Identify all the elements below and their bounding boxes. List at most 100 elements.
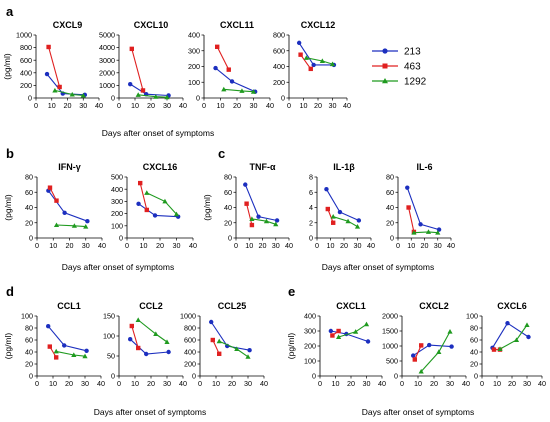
chart-title-tnf: TNF-α <box>249 162 275 172</box>
chart-title-cxcl6: CXCL6 <box>497 301 527 311</box>
data-point-cxcl1-213 <box>328 328 334 334</box>
x-tick-label-ifn: 30 <box>82 241 90 250</box>
x-tick-label-tnf: 10 <box>245 241 253 250</box>
legend-marker-1292 <box>382 78 388 84</box>
data-point-il-1-1292 <box>330 214 336 219</box>
y-tick-label-il-6: 0 <box>390 234 394 243</box>
data-point-il-1-213 <box>356 218 362 223</box>
x-tick-label-cxcl12: 0 <box>287 101 291 110</box>
x-tick-label-cxcl6: 20 <box>508 379 516 388</box>
x-tick-label-cxcl10: 20 <box>147 101 155 110</box>
x-tick-label-cxcl6: 10 <box>493 379 501 388</box>
data-point-il-1-1292 <box>345 218 351 224</box>
y-tick-label-tnf: 80 <box>224 173 232 182</box>
x-tick-label-ifn: 0 <box>35 241 39 250</box>
data-point-cxcl11-213 <box>213 65 218 71</box>
chart-ccl1: CCL1 0 20 40 60 80 100 0 10 20 30 40 (pg/ml) <box>3 301 105 388</box>
xlabel-b: Days after onset of symptoms <box>62 262 174 272</box>
data-point-cxcl6-213 <box>526 334 531 340</box>
y-tick-label-cxcl11: 400 <box>188 31 200 40</box>
y-tick-label-cxcl11: 0 <box>196 94 200 103</box>
x-tick-label-cxcl9: 0 <box>34 101 38 110</box>
y-tick-label-cxcl1: 400 <box>304 312 316 321</box>
x-tick-label-ccl1: 0 <box>35 379 39 388</box>
x-tick-label-cxcl2: 30 <box>446 379 454 388</box>
y-tick-label-il-1: 8 <box>309 173 313 182</box>
y-tick-label-ccl2: 50 <box>107 352 115 361</box>
xlabel-a: Days after onset of symptoms <box>102 128 214 138</box>
chart-cxcl2: CXCL2 0 500 1000 1500 2000 0 10 20 30 40 <box>382 301 470 388</box>
data-point-cxcl16-213 <box>136 201 141 207</box>
chart-title-ccl1: CCL1 <box>57 301 81 311</box>
data-point-ccl25-463 <box>210 337 215 343</box>
xlabel-c: Days after onset of symptoms <box>322 262 434 272</box>
chart-title-ifn: IFN-γ <box>58 162 81 172</box>
data-point-cxcl2-1292 <box>447 329 453 334</box>
y-axis-label-ifn: (pg/ml) <box>3 194 13 221</box>
legend-marker-213 <box>382 48 388 54</box>
data-point-cxcl12-213 <box>296 40 302 46</box>
chart-title-cxcl10: CXCL10 <box>134 20 169 30</box>
x-tick-label-cxcl2: 10 <box>414 379 422 388</box>
data-point-cxcl6-1292 <box>524 322 530 327</box>
data-point-il-6-213 <box>405 185 410 190</box>
data-point-cxcl10-463 <box>129 46 134 52</box>
data-point-cxcl1-1292 <box>336 334 342 339</box>
data-point-cxcl6-1292 <box>497 346 503 351</box>
y-axis-label-cxcl1: (pg/ml) <box>286 333 296 360</box>
data-point-cxcl12-1292 <box>303 55 309 60</box>
y-tick-label-cxcl12: 800 <box>273 31 285 40</box>
y-tick-label-il-6: 60 <box>386 188 394 197</box>
y-tick-label-ccl1: 80 <box>25 324 33 333</box>
y-tick-label-il-1: 4 <box>309 203 313 212</box>
x-tick-label-cxcl12: 40 <box>343 101 351 110</box>
data-point-cxcl10-213 <box>128 81 133 87</box>
chart-cxcl11: CXCL11 0 100 200 300 400 0 10 20 30 40 <box>188 20 274 110</box>
y-tick-label-cxcl10: 4000 <box>99 43 115 52</box>
y-tick-label-ifn: 20 <box>25 218 33 227</box>
series-line-cxcl1-1292 <box>338 323 367 338</box>
data-point-cxcl2-463 <box>419 343 424 348</box>
data-point-il-6-213 <box>418 222 423 227</box>
x-tick-label-ifn: 40 <box>98 241 106 250</box>
series-line-il-6-463 <box>408 207 415 233</box>
data-point-cxcl11-463 <box>226 67 231 72</box>
series-line-tnf-463 <box>246 203 253 226</box>
y-tick-label-ccl25: 0 <box>192 372 196 381</box>
y-tick-label-cxcl6: 100 <box>466 312 478 321</box>
x-tick-label-cxcl6: 40 <box>538 379 546 388</box>
chart-title-ccl2: CCL2 <box>139 301 163 311</box>
data-point-ccl25-463 <box>217 351 222 356</box>
chart-il-6: IL-6 0 20 40 60 80 0 10 20 30 40 <box>386 162 455 250</box>
y-tick-label-cxcl16: 100 <box>111 221 123 230</box>
x-tick-label-ccl2: 0 <box>117 379 121 388</box>
y-tick-label-cxcl16: 400 <box>111 185 123 194</box>
x-tick-label-ccl2: 30 <box>163 379 171 388</box>
series-line-cxcl12-213 <box>298 42 334 66</box>
data-point-ccl1-213 <box>46 324 51 329</box>
data-point-il-6-463 <box>406 205 411 210</box>
y-tick-label-cxcl2: 500 <box>386 357 398 366</box>
data-point-cxcl11-1292 <box>250 89 257 94</box>
data-point-cxcl2-213 <box>449 344 454 349</box>
series-line-cxcl9-463 <box>48 46 61 88</box>
y-tick-label-cxcl6: 60 <box>470 336 478 345</box>
series-line-cxcl9-213 <box>46 73 85 96</box>
data-point-cxcl1-463 <box>336 328 341 334</box>
x-tick-label-cxcl6: 30 <box>523 379 531 388</box>
y-tick-label-ccl1: 100 <box>21 312 33 321</box>
data-point-il-1-463 <box>325 206 330 212</box>
y-tick-label-cxcl9: 1000 <box>16 31 32 40</box>
data-point-cxcl10-463 <box>140 88 146 93</box>
y-tick-label-cxcl11: 100 <box>188 78 200 87</box>
data-point-cxcl16-1292 <box>144 190 150 195</box>
x-tick-label-ccl25: 30 <box>244 379 252 388</box>
y-tick-label-il-6: 80 <box>386 173 394 182</box>
x-tick-label-il-1: 10 <box>327 241 335 250</box>
chart-title-cxcl1: CXCL1 <box>336 301 366 311</box>
series-line-cxcl12-463 <box>300 54 312 70</box>
x-tick-label-cxcl2: 40 <box>462 379 470 388</box>
chart-title-cxcl16: CXCL16 <box>143 162 178 172</box>
series-line-il-6-1292 <box>413 231 438 234</box>
chart-title-cxcl11: CXCL11 <box>220 20 254 30</box>
